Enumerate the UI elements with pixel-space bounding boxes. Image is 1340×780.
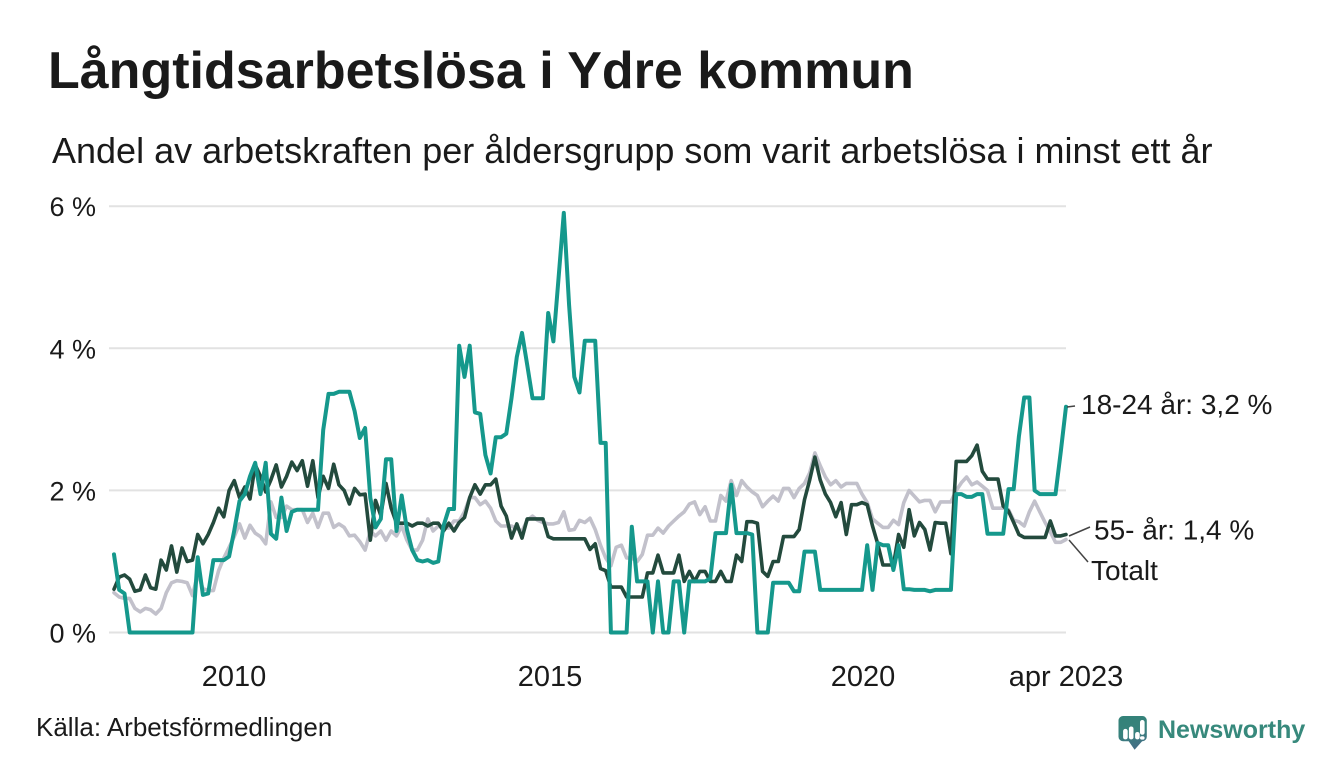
svg-text:55- år: 1,4 %: 55- år: 1,4 % — [1094, 515, 1254, 546]
svg-text:2 %: 2 % — [49, 476, 96, 506]
svg-text:4 %: 4 % — [49, 334, 96, 364]
svg-text:2010: 2010 — [202, 661, 267, 693]
svg-text:0 %: 0 % — [49, 619, 96, 649]
svg-text:Totalt: Totalt — [1091, 555, 1158, 586]
svg-text:2015: 2015 — [518, 661, 583, 693]
svg-text:18-24 år: 3,2 %: 18-24 år: 3,2 % — [1081, 389, 1272, 420]
svg-text:apr 2023: apr 2023 — [1009, 661, 1124, 693]
svg-text:6 %: 6 % — [49, 192, 96, 222]
svg-text:2020: 2020 — [831, 661, 896, 693]
